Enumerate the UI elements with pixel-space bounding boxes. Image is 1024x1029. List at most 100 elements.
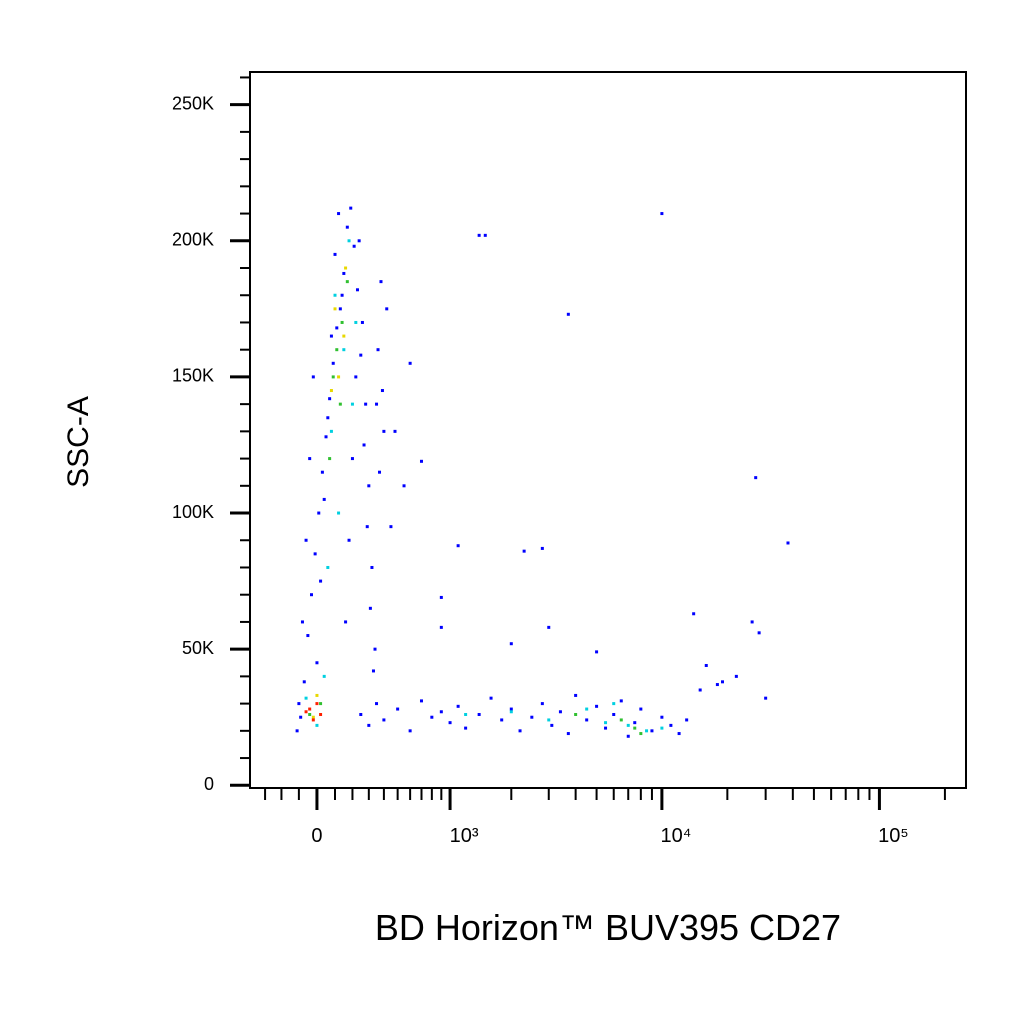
point xyxy=(604,726,608,730)
point xyxy=(329,389,333,393)
point xyxy=(313,552,317,556)
point xyxy=(547,625,551,629)
point xyxy=(764,696,768,700)
point xyxy=(660,212,664,216)
point xyxy=(347,239,351,243)
point xyxy=(329,334,333,338)
point xyxy=(337,212,341,216)
point xyxy=(337,511,341,515)
point xyxy=(304,710,308,714)
point xyxy=(364,402,368,406)
y-tick-label: 250K xyxy=(172,93,214,113)
point xyxy=(419,699,423,703)
point xyxy=(362,443,366,447)
point xyxy=(345,225,349,229)
point xyxy=(375,702,379,706)
x-tick-label: 10⁵ xyxy=(878,825,909,847)
point xyxy=(317,511,321,515)
point xyxy=(439,595,443,599)
point xyxy=(352,244,356,248)
point xyxy=(518,729,522,733)
point xyxy=(754,476,758,480)
point xyxy=(677,732,681,736)
point xyxy=(368,606,372,610)
point xyxy=(585,707,589,711)
point xyxy=(464,726,468,730)
point xyxy=(367,723,371,727)
point xyxy=(540,702,544,706)
point xyxy=(319,712,323,716)
point xyxy=(500,718,504,722)
point xyxy=(331,361,335,365)
point xyxy=(354,375,358,379)
y-tick-label: 200K xyxy=(172,230,214,250)
point xyxy=(448,721,452,725)
point xyxy=(456,544,460,548)
point xyxy=(340,293,344,297)
point xyxy=(483,233,487,237)
x-tick-label: 10³ xyxy=(450,825,479,847)
point xyxy=(357,239,361,243)
point xyxy=(419,459,423,463)
point xyxy=(757,631,761,635)
point xyxy=(547,718,551,722)
point xyxy=(626,723,630,727)
point xyxy=(367,484,371,488)
point xyxy=(393,429,397,433)
point xyxy=(639,732,643,736)
x-axis-title: BD Horizon™ BUV395 CD27 xyxy=(375,907,841,948)
point xyxy=(439,710,443,714)
point xyxy=(612,702,616,706)
point xyxy=(786,541,790,545)
y-tick-label: 150K xyxy=(172,366,214,386)
point xyxy=(365,525,369,529)
point xyxy=(338,402,342,406)
point xyxy=(715,683,719,687)
point xyxy=(464,712,468,716)
point xyxy=(350,457,354,461)
point xyxy=(660,715,664,719)
point xyxy=(304,538,308,542)
point xyxy=(619,699,623,703)
point xyxy=(333,307,337,311)
point xyxy=(309,593,313,597)
point xyxy=(626,734,630,738)
point xyxy=(566,732,570,736)
point xyxy=(408,361,412,365)
point xyxy=(477,233,481,237)
point xyxy=(509,710,513,714)
point xyxy=(522,549,526,553)
point xyxy=(585,718,589,722)
point xyxy=(645,729,649,733)
point xyxy=(342,348,346,352)
point xyxy=(335,348,339,352)
point xyxy=(306,634,310,638)
plot-frame xyxy=(249,71,967,789)
point xyxy=(509,642,513,646)
point xyxy=(550,723,554,727)
point xyxy=(373,647,377,651)
point xyxy=(692,612,696,616)
point xyxy=(300,620,304,624)
point xyxy=(595,650,599,654)
point xyxy=(370,565,374,569)
point xyxy=(566,312,570,316)
point xyxy=(698,688,702,692)
y-tick-label: 50K xyxy=(182,638,214,658)
point xyxy=(326,565,330,569)
point xyxy=(311,718,315,722)
point xyxy=(355,288,359,292)
point xyxy=(349,206,353,210)
point xyxy=(371,669,375,673)
point xyxy=(558,710,562,714)
point xyxy=(382,429,386,433)
y-tick-label: 100K xyxy=(172,502,214,522)
point xyxy=(344,266,348,270)
point xyxy=(344,620,348,624)
point xyxy=(308,712,312,716)
point xyxy=(382,718,386,722)
point xyxy=(333,293,337,297)
point xyxy=(402,484,406,488)
point xyxy=(477,712,481,716)
